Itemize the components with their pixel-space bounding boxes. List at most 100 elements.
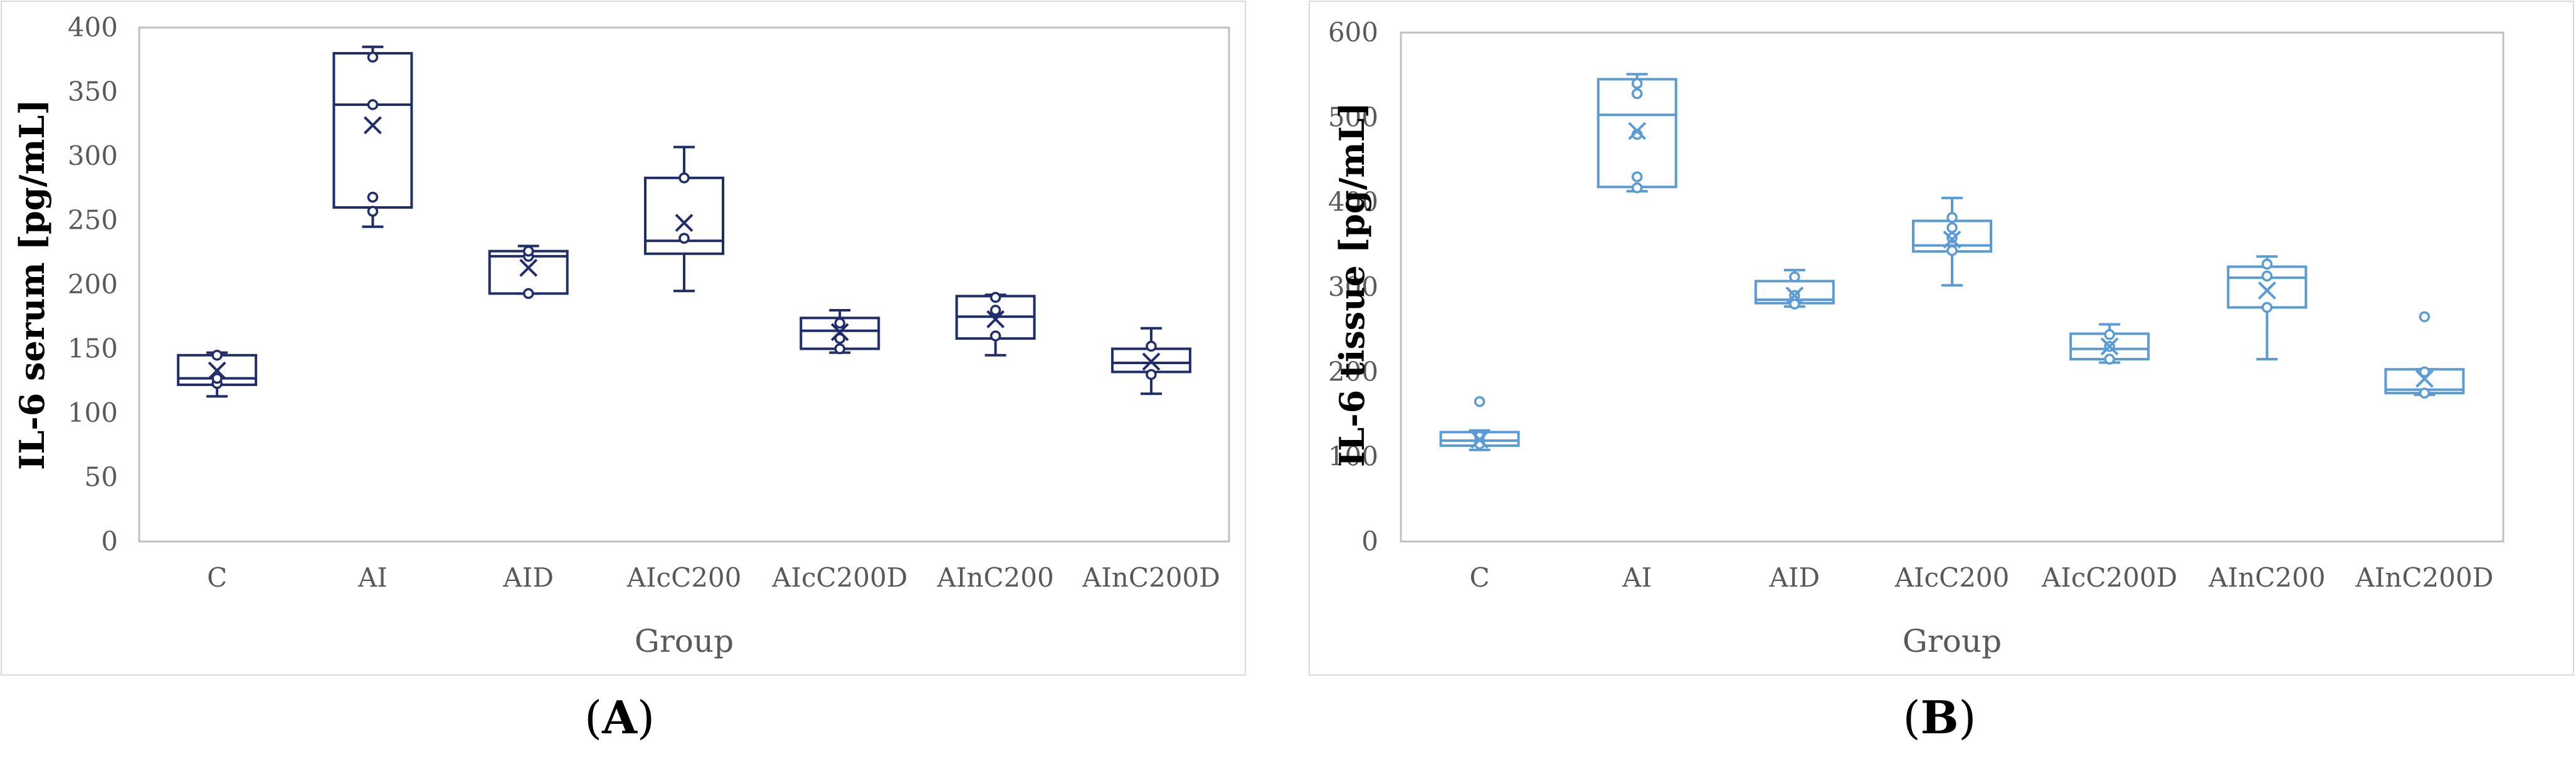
panel-b-x-tick-label: AIcC200 (1894, 562, 2010, 593)
data-point (1631, 171, 1643, 182)
panel-a-x-ticks: C AI AID AIcC200 AIcC200D AInC200 AInC200D (207, 562, 1220, 593)
box-iqr (332, 52, 413, 209)
data-point (1631, 88, 1643, 100)
mean-marker-stroke (208, 361, 226, 380)
panel-a-y-tick-label: 400 (68, 12, 118, 43)
data-point (2419, 387, 2431, 399)
panel-b-box-aicc200 (1912, 196, 1992, 287)
data-point (1146, 340, 1157, 352)
data-point (990, 291, 1001, 303)
mean-marker (830, 323, 849, 342)
panel-b-y-tick-label: 300 (1328, 271, 1378, 302)
data-point (834, 317, 846, 329)
panel-a-plot-area (138, 26, 1230, 543)
data-point (2104, 353, 2115, 365)
mean-marker (2257, 281, 2276, 300)
panel-a-box-c (177, 350, 258, 398)
panel-a-y-tick-label: 200 (68, 269, 118, 300)
panel-a-x-tick-label: AI (357, 562, 388, 593)
data-point (367, 191, 379, 203)
panel-b-box-ai (1597, 73, 1677, 194)
panel-a-box-ainc200 (955, 291, 1036, 357)
mean-marker (1943, 230, 1961, 249)
panel-b-x-tick-label: C (1470, 562, 1490, 593)
mean-marker-stroke (1142, 352, 1161, 371)
panel-a-x-axis-title: Group (635, 623, 734, 659)
panel-b-y-tick-label: 500 (1328, 102, 1378, 132)
panel-a-box-ainc200d (1111, 327, 1191, 395)
mean-marker (2415, 369, 2434, 388)
data-point (1631, 182, 1643, 194)
panel-b-box-c (1439, 395, 1520, 451)
data-point (2261, 301, 2273, 313)
panel-b: 0 100 200 300 400 500 600 C AI AID AIcC200 AIcC200… (1309, 1, 2574, 676)
data-point (367, 51, 379, 63)
panel-b-boxes (1439, 73, 2465, 451)
panel-a-x-tick-label: AIcC200 (626, 562, 742, 593)
data-point (678, 233, 690, 244)
mean-marker-stroke (830, 323, 849, 342)
mean-marker (675, 214, 694, 233)
panel-a-caption: (A) (584, 691, 655, 744)
panel-a-x-tick-label: AInC200D (1082, 562, 1220, 593)
panel-b-caption: (B) (1903, 691, 1976, 744)
panel-b-y-tick-label: 100 (1328, 441, 1378, 472)
mean-marker (986, 310, 1005, 328)
mean-marker (1142, 352, 1161, 371)
panel-b-x-tick-label: AID (1769, 562, 1820, 593)
panel-a-box-ai (332, 45, 413, 228)
data-point (522, 245, 534, 257)
mean-marker-stroke (1628, 122, 1647, 140)
panel-a-y-axis-title: IL-6 serum [pg/mL] (12, 99, 52, 470)
panel-a-y-tick-label: 0 (101, 526, 118, 557)
mean-marker-stroke (986, 310, 1005, 328)
panel-a: 0 50 100 150 200 250 300 350 400 C AI AID AIcC200 AI… (1, 1, 1246, 676)
mean-marker-stroke (364, 116, 382, 135)
panel-b-box-ainc200 (2227, 255, 2308, 361)
mean-marker-stroke (1943, 230, 1961, 249)
data-point (2261, 270, 2273, 282)
panel-a-y-tick-label: 150 (68, 333, 118, 364)
data-point (1146, 369, 1157, 380)
panel-a-boxes (177, 45, 1191, 398)
panel-b-y-tick-label: 200 (1328, 356, 1378, 387)
mean-marker-stroke (519, 258, 538, 277)
panel-b-frame (1309, 1, 2574, 676)
panel-a-box-aicc200d (800, 309, 880, 355)
panel-b-y-tick-label: 600 (1328, 17, 1378, 48)
data-point (211, 350, 223, 361)
panel-b-box-ainc200d (2384, 311, 2465, 399)
panel-b-x-axis-title: Group (1903, 623, 2002, 659)
mean-marker-stroke (2100, 337, 2119, 356)
data-point (2419, 311, 2431, 323)
panel-a-x-tick-label: AID (502, 562, 554, 593)
mean-marker (519, 258, 538, 277)
box-iqr (488, 249, 569, 295)
panel-a-y-tick-label: 300 (68, 140, 118, 171)
data-point (1946, 212, 1958, 223)
mean-marker (208, 361, 226, 380)
mean-marker (1785, 286, 1804, 305)
mean-marker-stroke (2257, 281, 2276, 300)
mean-marker (1628, 122, 1647, 140)
panel-b-box-aicc200d (2069, 323, 2150, 365)
mean-marker-stroke (1785, 286, 1804, 305)
data-point (1946, 222, 1958, 234)
panel-b-y-tick-label: 0 (1361, 526, 1378, 557)
data-point (367, 99, 379, 110)
data-point (1946, 245, 1958, 256)
panel-b-y-tick-label: 400 (1328, 187, 1378, 217)
data-point (990, 305, 1001, 316)
data-point (1789, 271, 1800, 283)
panel-b-y-axis-title: IL-6 tissue [pg/mL] (1332, 102, 1372, 467)
panel-b-x-tick-label: AI (1622, 562, 1652, 593)
panel-a-frame (1, 1, 1246, 676)
data-point (834, 333, 846, 344)
panel-a-y-ticks: 0 50 100 150 200 250 300 350 400 (68, 12, 118, 557)
panel-a-caption-letter: A (601, 691, 638, 744)
data-point (2419, 366, 2431, 378)
mean-marker (2100, 337, 2119, 356)
data-point (678, 172, 690, 184)
panel-b-x-tick-label: AIcC200D (2041, 562, 2177, 593)
